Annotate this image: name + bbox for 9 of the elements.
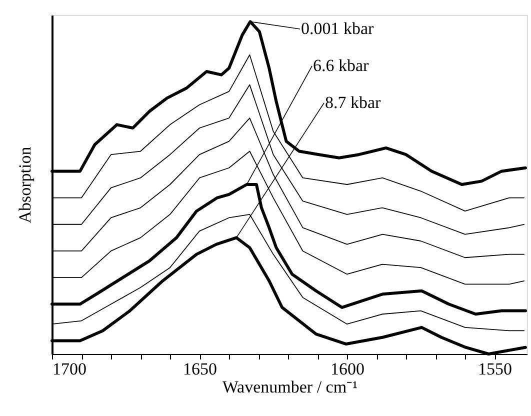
x-tick-label: 1650 (183, 360, 218, 378)
x-axis-title: Wavenumber / cm⁻¹ (222, 378, 358, 396)
legend-label: 0.001 kbar (301, 19, 374, 38)
x-tick-label: 1550 (478, 360, 512, 378)
y-axis-title: Absorption (16, 146, 34, 224)
text: 6.6 kbar (313, 56, 370, 75)
x-tick-label: 1700 (52, 360, 86, 378)
text: 8.7 kbar (325, 93, 382, 112)
x-tick-label: 1600 (330, 360, 365, 378)
